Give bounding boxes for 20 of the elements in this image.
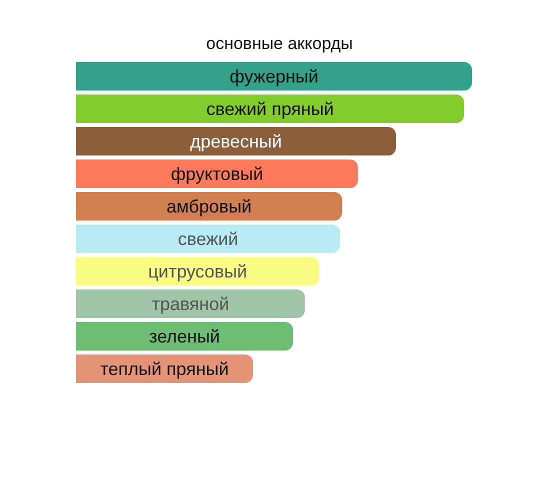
y-tick-label: фруктовый	[170, 164, 264, 184]
y-tick-label: зеленый	[149, 326, 220, 346]
y-tick-label: фужерный	[230, 66, 318, 86]
y-tick-label: древесный	[190, 131, 282, 152]
bar	[76, 256, 320, 286]
y-tick-label: свежий	[178, 228, 238, 249]
bar	[76, 289, 305, 318]
bar	[76, 62, 472, 91]
chart-title: основные аккорды	[206, 34, 353, 53]
bar	[76, 126, 396, 156]
bar	[76, 94, 464, 124]
y-tick-label: амбровый	[166, 196, 252, 216]
y-tick-label: свежий пряный	[206, 98, 334, 119]
bar	[76, 159, 358, 188]
bar	[76, 224, 340, 254]
y-tick-label: теплый пряный	[100, 358, 229, 379]
y-tick-label: травяной	[152, 294, 230, 314]
y-tick-label: цитрусовый	[148, 261, 248, 282]
bar	[76, 192, 342, 221]
bar	[76, 322, 294, 351]
